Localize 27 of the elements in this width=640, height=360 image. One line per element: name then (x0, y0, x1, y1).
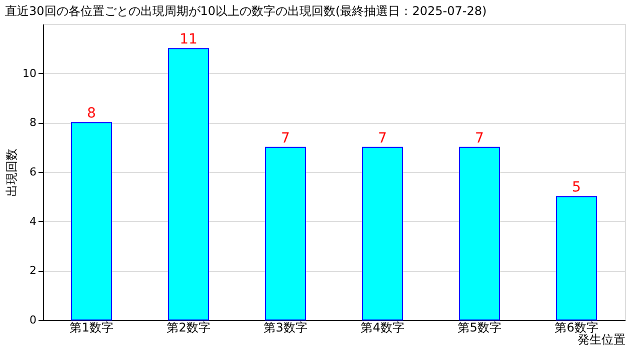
bar (168, 48, 209, 320)
x-tick-label: 第3数字 (264, 320, 308, 334)
y-axis-title: 出現回数 (4, 148, 19, 196)
y-tick-label: 4 (30, 214, 36, 228)
y-tick-label: 8 (30, 116, 36, 130)
data-label: 7 (281, 130, 290, 146)
y-tick-label: 10 (22, 66, 36, 80)
x-tick-label: 第5数字 (458, 320, 502, 334)
x-tick-label: 第2数字 (166, 320, 210, 334)
x-tick-label: 第1数字 (70, 320, 114, 334)
x-axis-title: 発生位置 (578, 332, 626, 346)
data-label: 5 (572, 180, 581, 196)
data-label: 7 (475, 130, 484, 146)
x-tick-label: 第6数字 (554, 320, 598, 334)
y-tick-label: 2 (30, 264, 36, 278)
data-label: 8 (87, 106, 96, 122)
y-tick-label: 0 (30, 314, 36, 326)
x-tick-label: 第4数字 (360, 320, 404, 334)
bar (265, 146, 306, 320)
y-tick-label: 6 (30, 166, 36, 178)
bar (556, 196, 597, 320)
data-label: 7 (378, 130, 387, 146)
data-label: 11 (180, 32, 198, 48)
chart-title: 直近30回の各位置ごとの出現周期が10以上の数字の出現回数(最終抽選日：2025-07-28) (5, 4, 487, 18)
bar (362, 146, 403, 320)
bar (71, 122, 112, 320)
bar (459, 146, 500, 320)
